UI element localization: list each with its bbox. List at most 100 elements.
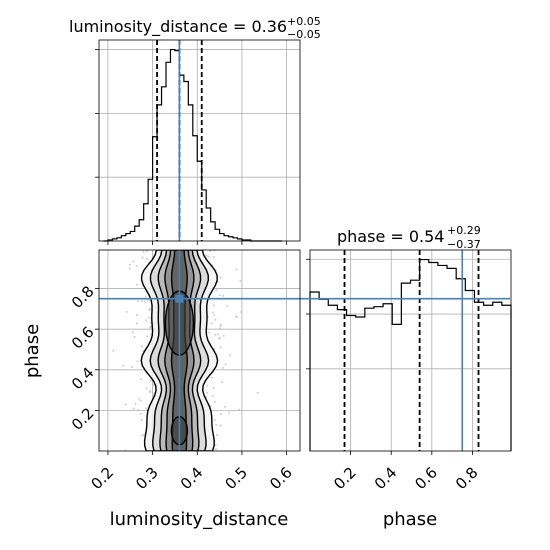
- sample-point: [125, 310, 128, 313]
- sample-point: [218, 294, 221, 297]
- contour-frame: [98, 249, 301, 452]
- sample-point: [218, 327, 221, 330]
- sample-point: [149, 391, 152, 394]
- sample-point: [221, 294, 224, 297]
- sample-point: [221, 381, 224, 384]
- sample-point: [128, 267, 131, 270]
- sample-point: [148, 309, 151, 312]
- luminosity-distance-title-main: luminosity_distance = 0.36: [69, 17, 287, 37]
- sample-point: [240, 311, 243, 314]
- sample-point: [207, 255, 210, 258]
- sample-point: [141, 299, 144, 302]
- contour-x-tick-label-0: 0.2: [88, 463, 118, 493]
- sample-point: [208, 250, 211, 253]
- sample-point: [219, 336, 222, 339]
- sample-point: [140, 419, 143, 422]
- sample-point: [216, 434, 219, 437]
- sample-point: [206, 384, 209, 387]
- sample-point: [142, 250, 145, 253]
- contour-x-tick-label-3: 0.5: [222, 463, 252, 493]
- sample-point: [132, 407, 135, 410]
- sample-point: [136, 360, 139, 363]
- phase-title-main: phase = 0.54: [337, 227, 444, 246]
- sample-point: [229, 354, 232, 357]
- contour-y-tick-label-0: 0.2: [68, 404, 98, 434]
- contour-x-tick-label-2: 0.4: [177, 463, 207, 493]
- x-axis-label-luminosity-distance: luminosity_distance: [110, 509, 289, 530]
- contour-y-tick-label-2: 0.6: [68, 323, 98, 353]
- sample-point: [219, 276, 222, 279]
- phase-histogram-panel: 0.2 0.4 0.6 0.8: [306, 249, 512, 493]
- sample-point: [140, 345, 143, 348]
- sample-point: [213, 419, 216, 422]
- sample-point: [213, 304, 216, 307]
- sample-point: [149, 379, 152, 382]
- luminosity-distance-title: luminosity_distance = 0.36 +0.05 −0.05: [69, 15, 321, 41]
- sample-point: [223, 405, 226, 408]
- phase-histogram-steps: [309, 258, 512, 451]
- sample-point: [138, 397, 141, 400]
- sample-point: [226, 305, 229, 308]
- sample-point: [219, 324, 222, 327]
- sample-point: [152, 384, 155, 387]
- sample-point: [217, 333, 220, 336]
- sample-point: [212, 311, 215, 314]
- phase-title-sup: +0.29: [447, 224, 481, 237]
- sample-point: [238, 408, 241, 411]
- sample-point: [222, 334, 225, 337]
- sample-point: [132, 260, 135, 263]
- sample-point: [149, 325, 152, 328]
- contour-y-tick-label-1: 0.4: [68, 364, 98, 394]
- sample-point: [217, 337, 220, 340]
- sample-point: [235, 268, 238, 271]
- sample-point: [139, 412, 142, 415]
- sample-point: [130, 366, 133, 369]
- sample-point: [214, 443, 217, 446]
- sample-point: [214, 333, 217, 336]
- sample-point: [214, 448, 217, 451]
- sample-point: [128, 263, 131, 266]
- sample-point: [148, 316, 151, 319]
- sample-point: [214, 400, 217, 403]
- sample-point: [219, 424, 222, 427]
- sample-point: [224, 363, 227, 366]
- sample-point: [124, 403, 127, 406]
- sample-point: [219, 413, 222, 416]
- sample-point: [206, 391, 209, 394]
- sample-point: [222, 366, 225, 369]
- sample-point: [139, 378, 142, 381]
- sample-point: [145, 319, 148, 322]
- sample-point: [136, 408, 139, 411]
- sample-point: [122, 364, 125, 367]
- sample-point: [215, 423, 218, 426]
- sample-point: [141, 256, 144, 259]
- phase-x-tick-label-1: 0.4: [371, 463, 401, 493]
- sample-point: [142, 433, 145, 436]
- phase-x-tick-label-2: 0.6: [411, 463, 441, 493]
- sample-point: [145, 407, 148, 410]
- sample-point: [235, 315, 238, 318]
- sample-point: [256, 391, 259, 394]
- sample-point: [212, 255, 215, 258]
- sample-point: [136, 299, 139, 302]
- sample-point: [133, 335, 136, 338]
- sample-point: [136, 322, 139, 325]
- contour-y-tick-label-3: 0.8: [68, 282, 98, 312]
- sample-point: [135, 264, 138, 267]
- sample-point: [211, 395, 214, 398]
- sample-point: [146, 335, 149, 338]
- sample-point: [145, 250, 148, 253]
- sample-point: [205, 254, 208, 257]
- phase-x-tick-label-0: 0.2: [330, 463, 360, 493]
- contour-panel: 0.2 0.3 0.4 0.5 0.6 0.2 0.4 0.6 0.8: [68, 249, 510, 493]
- sample-point: [134, 402, 137, 405]
- sample-point: [147, 299, 150, 302]
- sample-point: [144, 300, 147, 303]
- luminosity-distance-histogram-panel: [95, 39, 301, 245]
- sample-point: [132, 331, 135, 334]
- sample-point: [211, 376, 214, 379]
- sample-point: [136, 314, 139, 317]
- sample-point: [139, 399, 142, 402]
- luminosity-distance-title-sup: +0.05: [287, 15, 321, 28]
